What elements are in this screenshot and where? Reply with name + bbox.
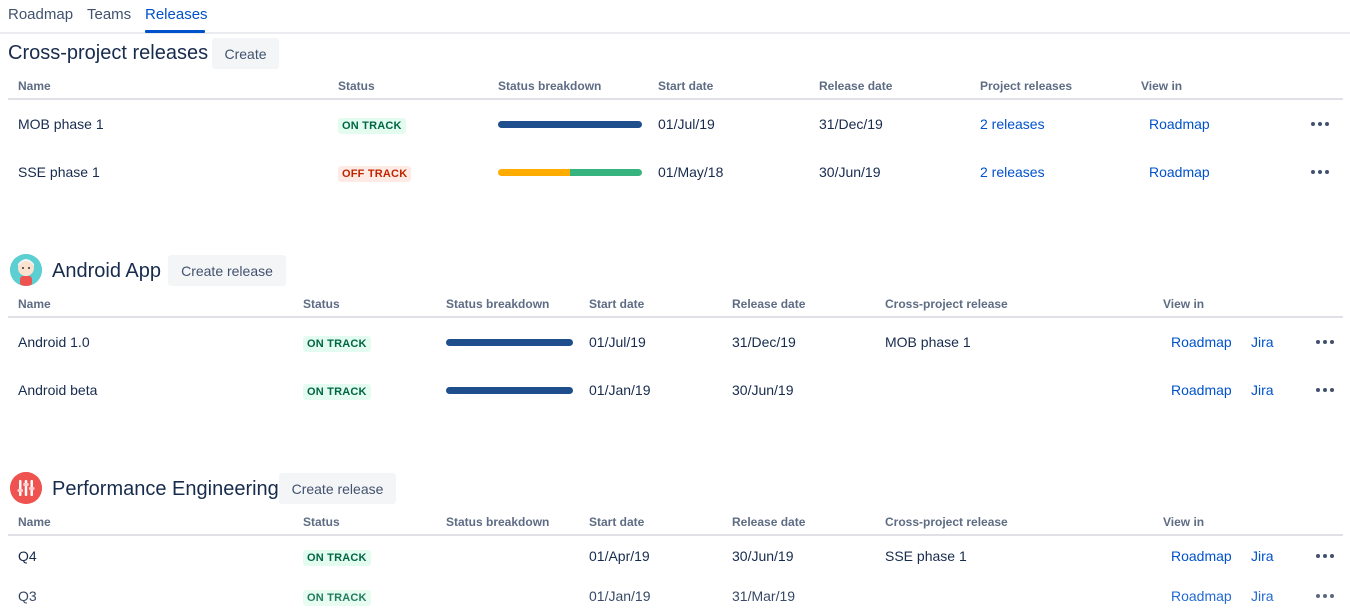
header-divider: [8, 316, 1343, 318]
release-date: 30/Jun/19: [732, 382, 794, 398]
bar-segment-done: [446, 387, 573, 394]
status-breakdown-bar: [498, 121, 642, 128]
scroll-fade: [0, 575, 1350, 608]
performance-engineering-title: Performance Engineering: [52, 478, 279, 500]
bar-segment-done: [446, 339, 573, 346]
project-releases-link[interactable]: 2 releases: [980, 164, 1045, 180]
status-badge: ON TRACK: [303, 336, 371, 352]
cross-project-release: MOB phase 1: [885, 334, 971, 350]
release-date: 31/Mar/19: [732, 588, 796, 604]
roadmap-link[interactable]: Roadmap: [1149, 164, 1210, 180]
more-actions-icon[interactable]: [1308, 116, 1332, 132]
start-date: 01/Jul/19: [589, 334, 646, 350]
col-name: Name: [18, 79, 51, 93]
status-breakdown-bar: [446, 339, 573, 346]
col-cross-project-release: Cross-project release: [885, 515, 1008, 529]
col-view-in: View in: [1163, 297, 1205, 311]
performance-engineering-avatar: [10, 472, 42, 504]
release-name: Android beta: [18, 382, 98, 398]
col-start-date: Start date: [658, 79, 714, 93]
more-actions-icon[interactable]: [1313, 548, 1337, 564]
col-name: Name: [18, 515, 51, 529]
col-status-breakdown: Status breakdown: [446, 297, 550, 311]
equalizer-icon: [10, 472, 42, 504]
cross-project-release: SSE phase 1: [885, 548, 967, 564]
android-app-title: Android App: [52, 260, 161, 282]
jira-link[interactable]: Jira: [1251, 548, 1274, 564]
roadmap-link[interactable]: Roadmap: [1149, 116, 1210, 132]
tab-teams[interactable]: Teams: [87, 6, 132, 23]
top-tabs: Roadmap Teams Releases: [0, 0, 1350, 34]
start-date: 01/Jan/19: [589, 382, 651, 398]
release-date: 30/Jun/19: [732, 548, 794, 564]
status-breakdown-bar: [446, 387, 573, 394]
release-name: Q4: [18, 548, 37, 564]
release-name: Android 1.0: [18, 334, 90, 350]
release-name: SSE phase 1: [18, 164, 100, 180]
start-date: 01/Apr/19: [589, 548, 650, 564]
project-releases-link[interactable]: 2 releases: [980, 116, 1045, 132]
roadmap-link[interactable]: Roadmap: [1171, 548, 1232, 564]
android-app-avatar: [10, 254, 42, 286]
release-date: 31/Dec/19: [819, 116, 883, 132]
col-view-in: View in: [1163, 515, 1205, 529]
col-start-date: Start date: [589, 297, 645, 311]
col-project-releases: Project releases: [980, 79, 1073, 93]
create-release-button[interactable]: Create release: [279, 473, 396, 504]
col-start-date: Start date: [589, 515, 645, 529]
active-tab-indicator: [145, 30, 205, 33]
col-status: Status: [303, 297, 340, 311]
bar-segment-done: [498, 121, 642, 128]
col-name: Name: [18, 297, 51, 311]
col-release-date: Release date: [732, 297, 806, 311]
jira-link[interactable]: Jira: [1251, 334, 1274, 350]
jira-link[interactable]: Jira: [1251, 382, 1274, 398]
status-badge: ON TRACK: [303, 590, 371, 606]
release-date: 31/Dec/19: [732, 334, 796, 350]
android-app-icon: [10, 254, 42, 286]
create-cross-project-button[interactable]: Create: [212, 38, 279, 69]
roadmap-link[interactable]: Roadmap: [1171, 588, 1232, 604]
col-status: Status: [338, 79, 375, 93]
more-actions-icon[interactable]: [1308, 164, 1332, 180]
jira-link[interactable]: Jira: [1251, 588, 1274, 604]
status-breakdown-bar: [498, 169, 642, 176]
more-actions-icon[interactable]: [1313, 382, 1337, 398]
release-name: Q3: [18, 588, 37, 604]
tab-roadmap[interactable]: Roadmap: [8, 6, 74, 23]
col-view-in: View in: [1141, 79, 1183, 93]
status-badge: OFF TRACK: [338, 166, 412, 182]
start-date: 01/May/18: [658, 164, 724, 180]
bar-segment-complete: [570, 169, 642, 176]
col-status-breakdown: Status breakdown: [446, 515, 550, 529]
release-name: MOB phase 1: [18, 116, 104, 132]
header-divider: [8, 98, 1343, 100]
start-date: 01/Jul/19: [658, 116, 715, 132]
create-release-button[interactable]: Create release: [168, 255, 286, 286]
status-badge: ON TRACK: [338, 118, 406, 134]
more-actions-icon[interactable]: [1313, 588, 1337, 604]
start-date: 01/Jan/19: [589, 588, 651, 604]
header-divider: [8, 534, 1343, 536]
col-status: Status: [303, 515, 340, 529]
status-badge: ON TRACK: [303, 384, 371, 400]
col-release-date: Release date: [819, 79, 893, 93]
cross-project-title: Cross-project releases: [8, 42, 209, 64]
col-cross-project-release: Cross-project release: [885, 297, 1008, 311]
col-status-breakdown: Status breakdown: [498, 79, 602, 93]
roadmap-link[interactable]: Roadmap: [1171, 382, 1232, 398]
tab-releases[interactable]: Releases: [145, 6, 208, 23]
release-date: 30/Jun/19: [819, 164, 881, 180]
bar-segment-in-progress: [498, 169, 570, 176]
col-release-date: Release date: [732, 515, 806, 529]
status-badge: ON TRACK: [303, 550, 371, 566]
more-actions-icon[interactable]: [1313, 334, 1337, 350]
roadmap-link[interactable]: Roadmap: [1171, 334, 1232, 350]
